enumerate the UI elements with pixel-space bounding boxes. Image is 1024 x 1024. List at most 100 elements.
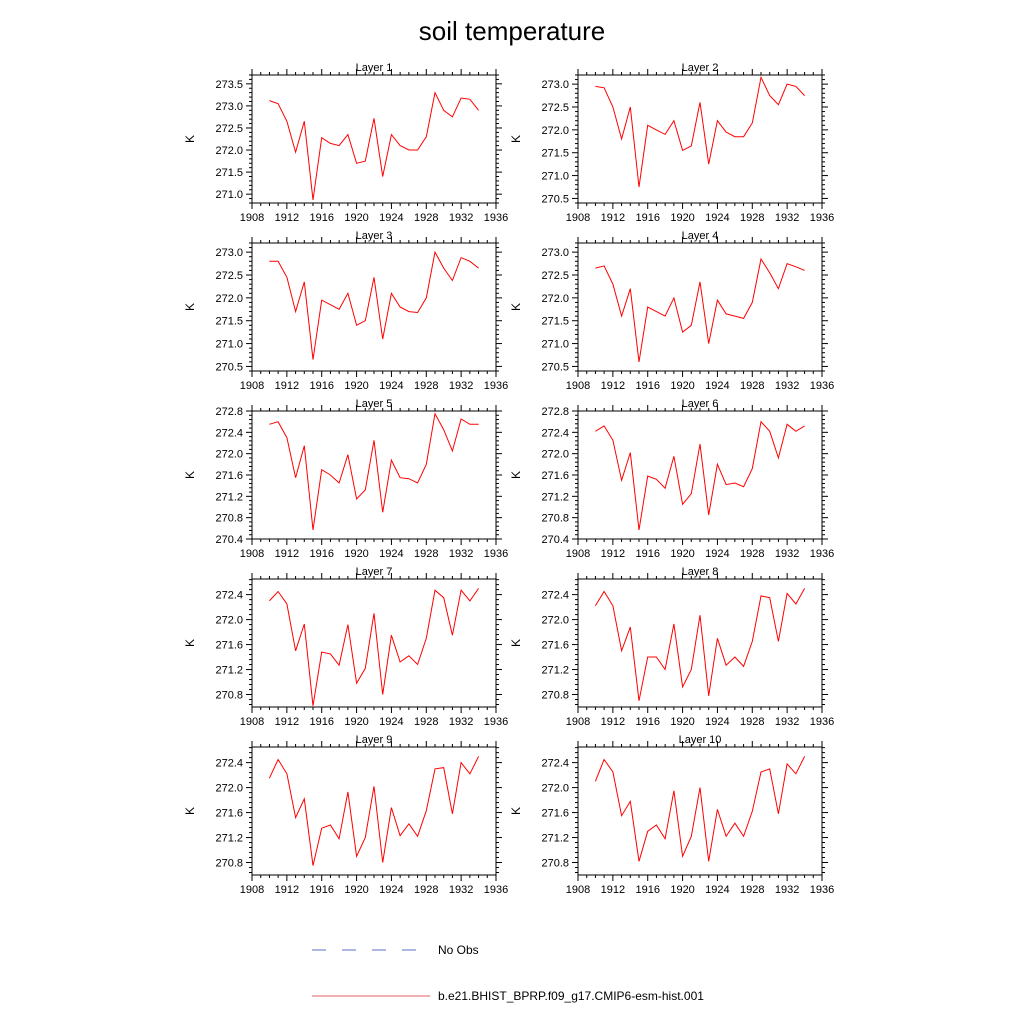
x-tick-label: 1912	[601, 716, 625, 728]
x-tick-label: 1916	[309, 716, 333, 728]
y-tick-label: 272.0	[541, 293, 569, 305]
y-axis-label: K	[183, 471, 197, 479]
y-tick-label: 271.2	[541, 665, 569, 677]
x-tick-label: 1936	[810, 212, 834, 224]
x-tick-label: 1936	[810, 380, 834, 392]
series-line	[595, 75, 805, 188]
panel-title: Layer 4	[682, 230, 719, 242]
x-tick-label: 1924	[705, 548, 729, 560]
x-tick-label: 1936	[484, 212, 508, 224]
x-tick-label: 1932	[775, 884, 799, 896]
plot-frame	[577, 242, 823, 372]
y-tick-label: 271.5	[541, 316, 569, 328]
x-tick-label: 1908	[240, 884, 264, 896]
y-tick-label: 272.0	[541, 615, 569, 627]
legend-model-label: b.e21.BHIST_BPRP.f09_g17.CMIP6-esm-hist.…	[438, 989, 704, 1003]
y-tick-label: 272.0	[215, 449, 243, 461]
y-axis-label: K	[183, 135, 197, 143]
y-tick-label: 272.0	[215, 293, 243, 305]
x-tick-label: 1920	[670, 716, 694, 728]
x-tick-label: 1912	[275, 212, 299, 224]
x-tick-label: 1928	[740, 716, 764, 728]
x-tick-label: 1908	[566, 548, 590, 560]
x-tick-label: 1924	[379, 212, 403, 224]
y-tick-label: 270.8	[215, 690, 243, 702]
y-tick-label: 271.0	[541, 339, 569, 351]
y-tick-label: 271.6	[541, 640, 569, 652]
y-tick-label: 272.5	[215, 123, 243, 135]
x-tick-label: 1916	[635, 548, 659, 560]
y-tick-label: 271.6	[215, 470, 243, 482]
panel-layer-9: Layer 9 K 1908 1912 1916 1920 1924 1928 1932 1936…	[183, 734, 508, 896]
x-tick-label: 1908	[240, 548, 264, 560]
x-tick-label: 1924	[705, 212, 729, 224]
x-tick-label: 1916	[309, 884, 333, 896]
x-tick-label: 1920	[344, 212, 368, 224]
x-tick-label: 1932	[775, 212, 799, 224]
x-tick-label: 1916	[309, 212, 333, 224]
plot-frame	[577, 74, 823, 204]
series-line	[269, 412, 479, 530]
panel-title: Layer 5	[356, 398, 393, 410]
x-tick-label: 1908	[240, 716, 264, 728]
y-tick-label: 272.5	[541, 102, 569, 114]
series-line	[594, 588, 806, 701]
x-tick-label: 1908	[240, 212, 264, 224]
x-tick-label: 1932	[775, 380, 799, 392]
panel-layer-1: Layer 1 K 1908 1912 1916 1920 1924 1928 1932 1936…	[183, 62, 508, 224]
x-tick-label: 1936	[810, 716, 834, 728]
x-tick-label: 1928	[414, 212, 438, 224]
y-axis-label: K	[509, 135, 523, 143]
x-tick-label: 1928	[740, 380, 764, 392]
panel-layer-7: Layer 7 K 1908 1912 1916 1920 1924 1928 1932 1936…	[183, 566, 508, 728]
y-tick-label: 270.8	[215, 513, 243, 525]
x-tick-label: 1932	[775, 548, 799, 560]
y-axis-label: K	[509, 471, 523, 479]
panel-title: Layer 8	[682, 566, 719, 578]
x-tick-label: 1908	[240, 380, 264, 392]
y-axis-label: K	[183, 807, 197, 815]
x-tick-label: 1924	[379, 380, 403, 392]
x-tick-label: 1912	[601, 884, 625, 896]
y-tick-label: 272.0	[215, 145, 243, 157]
y-tick-label: 272.0	[215, 615, 243, 627]
series-line	[595, 257, 805, 362]
y-tick-label: 271.2	[215, 665, 243, 677]
y-tick-label: 271.2	[215, 491, 243, 503]
y-tick-label: 270.4	[541, 534, 569, 546]
x-tick-label: 1936	[810, 884, 834, 896]
y-axis-label: K	[183, 303, 197, 311]
legend: No Obs b.e21.BHIST_BPRP.f09_g17.CMIP6-es…	[312, 943, 704, 1003]
panel-layer-4: Layer 4 K 1908 1912 1916 1920 1924 1928 1932 1936…	[509, 230, 834, 392]
series-line	[269, 250, 479, 360]
x-tick-label: 1928	[740, 884, 764, 896]
y-tick-label: 272.4	[541, 427, 569, 439]
y-tick-label: 273.0	[541, 247, 569, 259]
x-tick-label: 1928	[414, 884, 438, 896]
y-tick-label: 271.0	[215, 339, 243, 351]
x-tick-label: 1932	[449, 548, 473, 560]
y-tick-label: 270.5	[215, 361, 243, 373]
panel-layer-3: Layer 3 K 1908 1912 1916 1920 1924 1928 1932 1936…	[183, 230, 508, 392]
y-tick-label: 272.4	[215, 427, 243, 439]
x-tick-label: 1908	[566, 380, 590, 392]
x-tick-label: 1924	[705, 716, 729, 728]
y-tick-label: 272.0	[541, 449, 569, 461]
y-tick-label: 273.0	[215, 101, 243, 113]
y-tick-label: 272.8	[541, 406, 569, 418]
y-tick-label: 273.5	[215, 79, 243, 91]
y-tick-label: 271.5	[215, 316, 243, 328]
y-tick-label: 271.6	[215, 640, 243, 652]
panel-title: Layer 10	[679, 734, 722, 746]
y-tick-label: 271.0	[215, 189, 243, 201]
y-tick-label: 270.8	[215, 858, 243, 870]
y-tick-label: 271.6	[541, 808, 569, 820]
y-tick-label: 272.0	[541, 783, 569, 795]
x-tick-label: 1916	[635, 212, 659, 224]
panel-layer-8: Layer 8 K 1908 1912 1916 1920 1924 1928 1932 1936…	[509, 566, 834, 728]
series-line	[594, 756, 806, 862]
x-tick-label: 1916	[635, 380, 659, 392]
x-tick-label: 1912	[275, 380, 299, 392]
y-tick-label: 272.8	[215, 406, 243, 418]
